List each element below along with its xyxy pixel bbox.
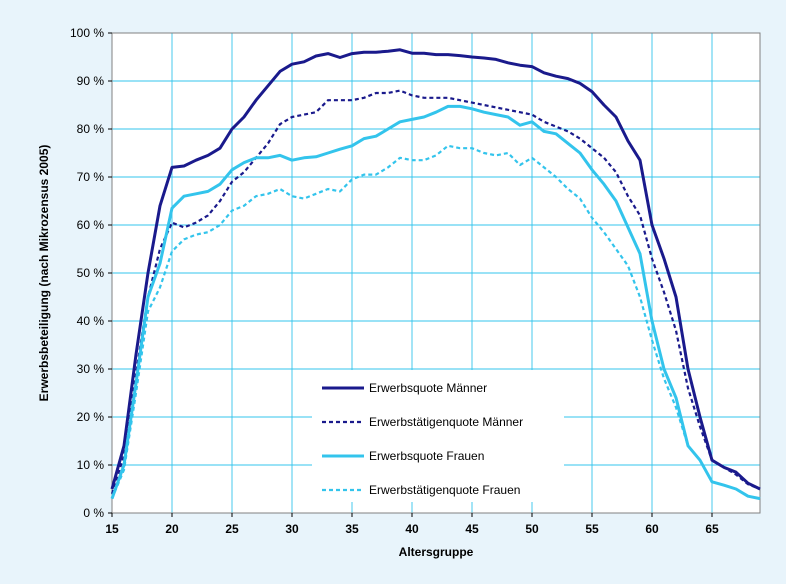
y-tick-label: 10 % (77, 458, 105, 472)
x-tick-label: 45 (465, 522, 479, 536)
y-tick-label: 90 % (77, 74, 105, 88)
y-tick-label: 30 % (77, 362, 105, 376)
x-tick-label: 50 (525, 522, 539, 536)
x-tick-label: 20 (165, 522, 179, 536)
x-tick-label: 25 (225, 522, 239, 536)
y-tick-label: 80 % (77, 122, 105, 136)
x-tick-label: 65 (705, 522, 719, 536)
x-axis-ticks: 15 20 25 30 35 40 45 50 55 60 65 (105, 513, 719, 536)
series-line-4 (110, 144, 761, 500)
legend: Erwerbsquote Männer Erwerbstätigenquote M… (312, 370, 564, 502)
x-tick-label: 30 (285, 522, 299, 536)
series-layer (110, 48, 761, 501)
y-tick-label: 50 % (77, 266, 105, 280)
y-axis-title: Erwerbsbeteiligung (nach Mikrozensus 200… (37, 145, 51, 402)
y-tick-label: 0 % (83, 506, 104, 520)
x-tick-label: 55 (585, 522, 599, 536)
legend-label-3: Erwerbsquote Frauen (369, 449, 484, 463)
legend-label-4: Erwerbstätigenquote Frauen (369, 483, 520, 497)
y-axis-ticks: 0 % 10 % 20 % 30 % 40 % 50 % 60 % 70 % 80 % 90 % 1… (70, 26, 112, 520)
x-tick-label: 35 (345, 522, 359, 536)
y-tick-label: 70 % (77, 170, 105, 184)
legend-label-1: Erwerbsquote Männer (369, 381, 487, 395)
y-tick-label: 60 % (77, 218, 105, 232)
x-tick-label: 60 (645, 522, 659, 536)
legend-label-2: Erwerbstätigenquote Männer (369, 415, 523, 429)
y-tick-label: 20 % (77, 410, 105, 424)
series-line-2 (110, 89, 761, 495)
y-tick-label: 100 % (70, 26, 104, 40)
x-tick-label: 15 (105, 522, 119, 536)
y-tick-label: 40 % (77, 314, 105, 328)
series-line-1 (110, 48, 761, 491)
x-axis-title: Altersgruppe (399, 545, 474, 559)
legend-box (312, 370, 564, 502)
series-line-3 (110, 104, 761, 501)
x-tick-label: 40 (405, 522, 419, 536)
